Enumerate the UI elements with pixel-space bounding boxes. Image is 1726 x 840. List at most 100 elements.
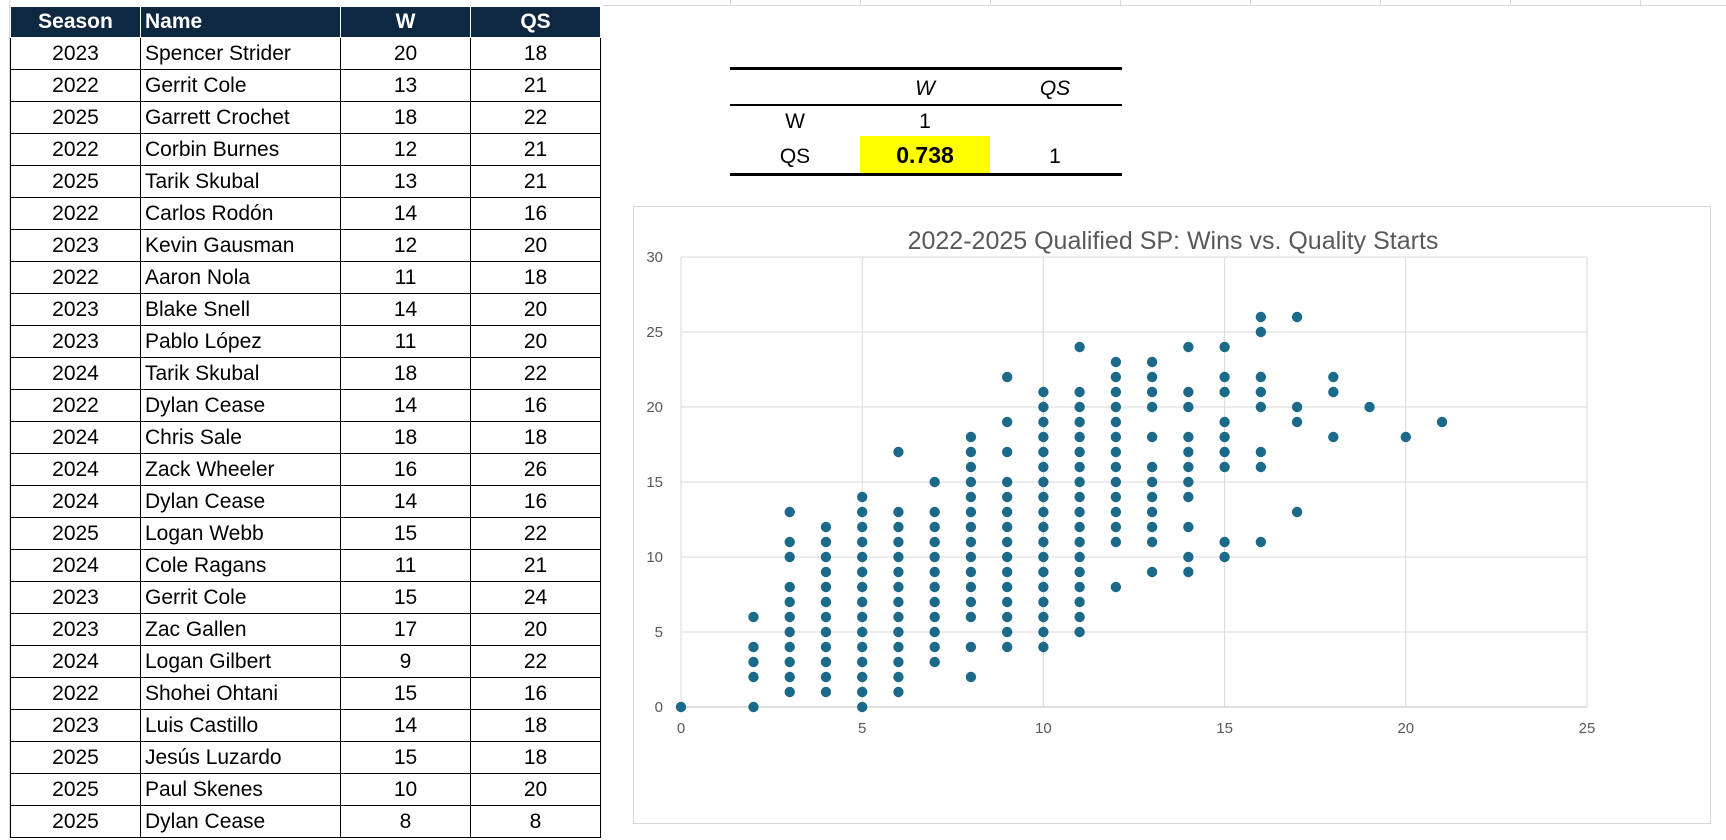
cell-name[interactable]: Gerrit Cole: [140, 69, 341, 102]
cell-w[interactable]: 10: [340, 773, 471, 806]
header-name[interactable]: Name: [140, 6, 341, 38]
cell-w[interactable]: 12: [340, 133, 471, 166]
matrix-row-label-w[interactable]: W: [785, 110, 805, 133]
cell-qs[interactable]: 20: [470, 229, 601, 262]
cell-name[interactable]: Luis Castillo: [140, 709, 341, 742]
cell-season[interactable]: 2025: [10, 773, 141, 806]
cell-name[interactable]: Tarik Skubal: [140, 357, 341, 390]
cell-season[interactable]: 2022: [10, 389, 141, 422]
cell-season[interactable]: 2023: [10, 581, 141, 614]
cell-season[interactable]: 2022: [10, 133, 141, 166]
cell-w[interactable]: 18: [340, 421, 471, 454]
cell-qs[interactable]: 21: [470, 549, 601, 582]
cell-season[interactable]: 2025: [10, 517, 141, 550]
cell-w[interactable]: 20: [340, 37, 471, 70]
cell-qs[interactable]: 16: [470, 197, 601, 230]
header-w[interactable]: W: [340, 6, 471, 38]
cell-qs[interactable]: 20: [470, 773, 601, 806]
cell-qs[interactable]: 20: [470, 613, 601, 646]
cell-qs[interactable]: 18: [470, 261, 601, 294]
matrix-col-header-w[interactable]: W: [915, 77, 935, 100]
cell-season[interactable]: 2024: [10, 421, 141, 454]
cell-qs[interactable]: 22: [470, 645, 601, 678]
cell-w[interactable]: 11: [340, 549, 471, 582]
cell-season[interactable]: 2023: [10, 293, 141, 326]
cell-name[interactable]: Jesús Luzardo: [140, 741, 341, 774]
cell-name[interactable]: Logan Gilbert: [140, 645, 341, 678]
cell-w[interactable]: 15: [340, 517, 471, 550]
cell-name[interactable]: Chris Sale: [140, 421, 341, 454]
cell-name[interactable]: Corbin Burnes: [140, 133, 341, 166]
cell-name[interactable]: Carlos Rodón: [140, 197, 341, 230]
scatter-chart[interactable]: 2022-2025 Qualified SP: Wins vs. Quality…: [633, 206, 1711, 824]
cell-season[interactable]: 2023: [10, 37, 141, 70]
cell-qs[interactable]: 22: [470, 357, 601, 390]
cell-name[interactable]: Zack Wheeler: [140, 453, 341, 486]
cell-name[interactable]: Blake Snell: [140, 293, 341, 326]
cell-w[interactable]: 18: [340, 101, 471, 134]
cell-qs[interactable]: 22: [470, 517, 601, 550]
cell-name[interactable]: Pablo López: [140, 325, 341, 358]
cell-qs[interactable]: 18: [470, 421, 601, 454]
cell-qs[interactable]: 20: [470, 293, 601, 326]
cell-qs[interactable]: 18: [470, 37, 601, 70]
cell-season[interactable]: 2025: [10, 741, 141, 774]
cell-name[interactable]: Kevin Gausman: [140, 229, 341, 262]
cell-w[interactable]: 18: [340, 357, 471, 390]
cell-qs[interactable]: 21: [470, 133, 601, 166]
cell-season[interactable]: 2023: [10, 229, 141, 262]
cell-w[interactable]: 9: [340, 645, 471, 678]
cell-qs[interactable]: 21: [470, 165, 601, 198]
cell-w[interactable]: 11: [340, 325, 471, 358]
cell-name[interactable]: Dylan Cease: [140, 389, 341, 422]
cell-season[interactable]: 2022: [10, 677, 141, 710]
cell-qs[interactable]: 16: [470, 677, 601, 710]
matrix-row-label-qs[interactable]: QS: [779, 145, 811, 168]
cell-qs[interactable]: 20: [470, 325, 601, 358]
cell-season[interactable]: 2024: [10, 645, 141, 678]
cell-qs[interactable]: 16: [470, 485, 601, 518]
cell-qs[interactable]: 18: [470, 709, 601, 742]
cell-w[interactable]: 14: [340, 293, 471, 326]
cell-qs[interactable]: 26: [470, 453, 601, 486]
cell-qs[interactable]: 24: [470, 581, 601, 614]
cell-season[interactable]: 2023: [10, 325, 141, 358]
cell-w[interactable]: 11: [340, 261, 471, 294]
header-qs[interactable]: QS: [470, 6, 601, 38]
cell-season[interactable]: 2024: [10, 357, 141, 390]
cell-qs[interactable]: 18: [470, 741, 601, 774]
cell-qs[interactable]: 16: [470, 389, 601, 422]
cell-w[interactable]: 15: [340, 581, 471, 614]
cell-w[interactable]: 14: [340, 485, 471, 518]
cell-w[interactable]: 13: [340, 165, 471, 198]
cell-season[interactable]: 2025: [10, 101, 141, 134]
cell-season[interactable]: 2022: [10, 197, 141, 230]
cell-name[interactable]: Garrett Crochet: [140, 101, 341, 134]
cell-season[interactable]: 2023: [10, 613, 141, 646]
cell-w[interactable]: 8: [340, 805, 471, 838]
cell-qs[interactable]: 8: [470, 805, 601, 838]
cell-w[interactable]: 14: [340, 709, 471, 742]
matrix-cell-qs-qs[interactable]: 1: [1049, 145, 1061, 168]
cell-w[interactable]: 15: [340, 741, 471, 774]
cell-w[interactable]: 12: [340, 229, 471, 262]
cell-season[interactable]: 2024: [10, 485, 141, 518]
matrix-cell-w-w[interactable]: 1: [919, 110, 931, 133]
header-season[interactable]: Season: [10, 6, 141, 38]
cell-name[interactable]: Paul Skenes: [140, 773, 341, 806]
cell-name[interactable]: Zac Gallen: [140, 613, 341, 646]
cell-name[interactable]: Shohei Ohtani: [140, 677, 341, 710]
cell-season[interactable]: 2023: [10, 709, 141, 742]
cell-w[interactable]: 16: [340, 453, 471, 486]
cell-name[interactable]: Aaron Nola: [140, 261, 341, 294]
cell-w[interactable]: 17: [340, 613, 471, 646]
cell-name[interactable]: Spencer Strider: [140, 37, 341, 70]
cell-name[interactable]: Dylan Cease: [140, 485, 341, 518]
cell-w[interactable]: 14: [340, 197, 471, 230]
cell-season[interactable]: 2024: [10, 453, 141, 486]
cell-name[interactable]: Logan Webb: [140, 517, 341, 550]
cell-w[interactable]: 14: [340, 389, 471, 422]
matrix-cell-qs-w[interactable]: 0.738: [860, 136, 990, 174]
cell-season[interactable]: 2022: [10, 261, 141, 294]
cell-season[interactable]: 2025: [10, 165, 141, 198]
